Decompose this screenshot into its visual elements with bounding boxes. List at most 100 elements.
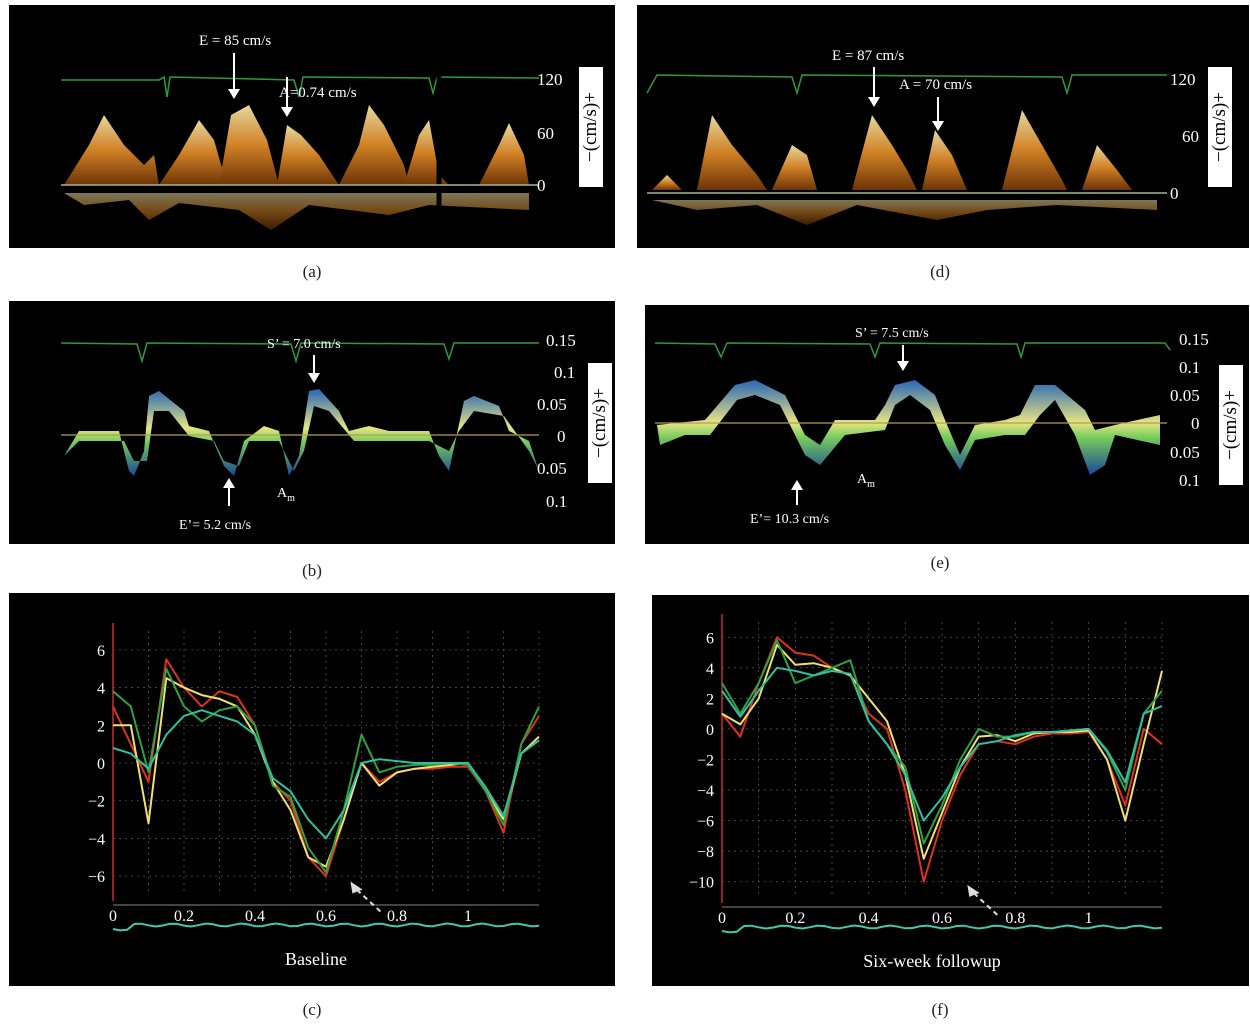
x-tick-label: 0.4 <box>859 910 879 927</box>
arrow-head-icon <box>350 881 363 894</box>
x-tick-label: 0.2 <box>785 910 805 927</box>
x-tick-label: 0.8 <box>387 908 407 925</box>
e-wave-annotation: E = 87 cm/s <box>832 48 904 64</box>
y-tick-label: 2 <box>97 718 105 735</box>
strain-series-line <box>112 709 540 840</box>
strain-series-line <box>112 667 540 874</box>
y-tick: 0.05 <box>1170 386 1200 405</box>
a-wave-annotation: A=0.74 cm/s <box>279 85 357 101</box>
ecg-reference-trace <box>721 924 1163 934</box>
caption-c: (c) <box>302 1000 322 1019</box>
ecg-trace <box>654 342 1171 360</box>
arrow-down-icon <box>868 97 880 107</box>
y-tick-label: 6 <box>97 643 105 660</box>
arrow-down-icon <box>897 361 909 371</box>
y-tick: 0.05 <box>1170 443 1200 462</box>
tissue-doppler-panel-e: S’ = 7.5 cm/s E’= 10.3 cm/s Am 0.15 0.1 … <box>645 305 1249 544</box>
x-tick-label: 1 <box>1085 910 1093 927</box>
e-wave-annotation: E = 85 cm/s <box>199 33 271 49</box>
y-tick: 0 <box>557 427 566 446</box>
x-tick-label: 0 <box>109 908 117 925</box>
ecg-trace <box>646 74 1167 96</box>
x-tick-label: 0.6 <box>316 908 336 925</box>
s-prime-annotation: S’ = 7.0 cm/s <box>267 337 341 352</box>
e-prime-annotation: E’= 10.3 cm/s <box>750 512 829 527</box>
s-prime-annotation: S’ = 7.5 cm/s <box>855 326 929 341</box>
arrow-down-icon <box>228 89 240 99</box>
strain-chart-c: 6 4 2 0 −2 −4 −6 0 0.2 0.4 0.6 0.8 1 Baseline <box>9 593 615 986</box>
y-tick-label: −2 <box>697 753 714 770</box>
doppler-panel-d: E = 87 cm/s A = 70 cm/s 120 60 0 −(cm/s)… <box>637 5 1249 248</box>
doppler-panel-a: E = 85 cm/s A=0.74 cm/s 120 60 0 −(cm/s)… <box>9 5 615 248</box>
strain-series-line <box>721 666 1163 822</box>
y-tick-label: −8 <box>697 844 714 861</box>
tissue-e-svg: S’ = 7.5 cm/s E’= 10.3 cm/s Am 0.15 0.1 … <box>654 326 1209 527</box>
strain-c-svg: 6 4 2 0 −2 −4 −6 0 0.2 0.4 0.6 0.8 1 Baseline <box>88 623 540 969</box>
dashed-arrow <box>970 890 999 916</box>
chart-title: Six-week followup <box>863 951 1000 971</box>
y-tick-label: 4 <box>706 661 714 678</box>
y-tick-label: 4 <box>97 681 105 698</box>
y-tick: 120 <box>1170 70 1196 89</box>
y-tick: 0.1 <box>554 363 575 382</box>
x-tick-label: 0.2 <box>174 908 194 925</box>
arrow-head-icon <box>967 884 980 897</box>
y-tick: 0.15 <box>1179 330 1209 349</box>
doppler-d-svg: E = 87 cm/s A = 70 cm/s 120 60 0 <box>646 48 1199 225</box>
x-tick-label: 0.6 <box>932 910 952 927</box>
y-tick-label: −2 <box>88 794 105 811</box>
y-tick: 120 <box>537 70 563 89</box>
a-wave-annotation: A = 70 cm/s <box>899 77 972 93</box>
y-tick: 0.1 <box>1179 471 1200 490</box>
ecg-reference-trace <box>112 922 540 932</box>
y-tick: 0.05 <box>537 459 567 478</box>
arrow-down-icon <box>932 121 944 131</box>
dashed-arrow <box>353 886 382 913</box>
tissue-doppler-panel-b: S’ = 7.0 cm/s E’= 5.2 cm/s Am 0.15 0.1 0… <box>9 301 615 544</box>
e-prime-annotation: E’= 5.2 cm/s <box>179 518 251 533</box>
arrow-up-icon <box>223 478 235 488</box>
y-tick-label: −6 <box>697 814 714 831</box>
y-tick-label: 6 <box>706 630 714 647</box>
unit-label: −(cm/s)+ <box>1208 67 1232 187</box>
x-tick-label: 0 <box>718 910 726 927</box>
caption-e: (e) <box>930 553 950 572</box>
y-tick-label: −10 <box>689 875 714 892</box>
y-tick: 0 <box>1170 184 1179 203</box>
tissue-b-svg: S’ = 7.0 cm/s E’= 5.2 cm/s Am 0.15 0.1 0… <box>60 331 576 533</box>
strain-f-svg: 6 4 2 0 −2 −4 −6 −8 −10 0 0.2 0.4 0.6 0.8 1 Six-week fo… <box>689 614 1163 971</box>
ecg-trace <box>61 75 540 98</box>
x-tick-label: 0.4 <box>245 908 265 925</box>
y-tick-label: −4 <box>88 831 105 848</box>
caption-b: (b) <box>302 561 322 580</box>
arrow-down-icon <box>281 107 293 117</box>
tissue-waveform <box>64 389 539 476</box>
doppler-waveform <box>652 110 1157 225</box>
y-tick-label: −4 <box>697 783 714 800</box>
y-tick-label: 0 <box>706 722 714 739</box>
y-tick: 0.15 <box>546 331 576 350</box>
caption-a: (a) <box>302 262 322 281</box>
strain-chart-f: 6 4 2 0 −2 −4 −6 −8 −10 0 0.2 0.4 0.6 0.8 1 Six-week fo… <box>652 595 1249 986</box>
y-tick-label: 2 <box>706 691 714 708</box>
y-tick: 0.05 <box>537 395 567 414</box>
unit-label: −(cm/s)+ <box>579 67 603 187</box>
x-tick-label: 0.8 <box>1005 910 1025 927</box>
doppler-a-svg: E = 85 cm/s A=0.74 cm/s 120 60 0 <box>61 33 563 237</box>
arrow-up-icon <box>791 480 803 490</box>
doppler-waveform <box>64 105 529 230</box>
y-tick-label: −6 <box>88 869 105 886</box>
unit-label: −(cm/s)+ <box>1219 365 1243 485</box>
caption-d: (d) <box>930 262 950 281</box>
x-tick-label: 1 <box>464 908 472 925</box>
chart-title: Baseline <box>285 949 347 969</box>
tissue-waveform <box>657 380 1160 475</box>
y-tick: 60 <box>1182 127 1199 146</box>
am-annotation: Am <box>277 486 295 504</box>
y-tick: 0 <box>1191 414 1200 433</box>
caption-f: (f) <box>931 1000 949 1019</box>
y-tick-label: 0 <box>97 756 105 773</box>
ecg-trace <box>60 342 539 364</box>
arrow-down-icon <box>308 373 320 383</box>
y-tick: 0.1 <box>1179 358 1200 377</box>
